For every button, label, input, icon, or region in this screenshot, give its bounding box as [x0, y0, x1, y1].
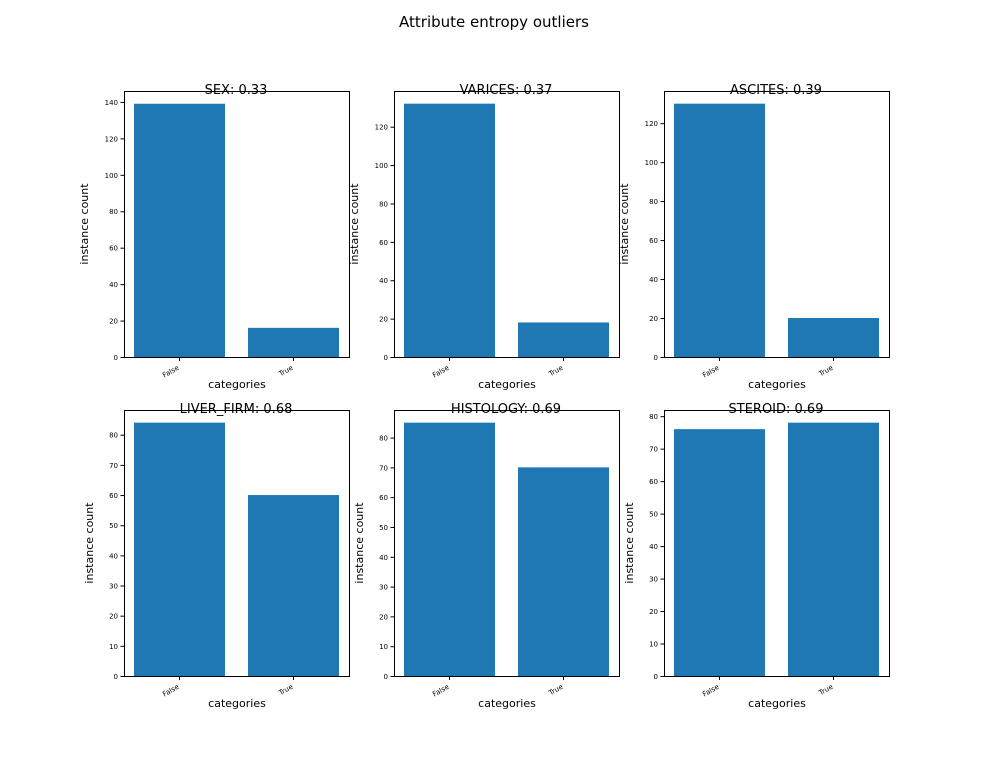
figure-title: Attribute entropy outliers — [399, 13, 589, 31]
bar-true — [518, 467, 609, 676]
axes-frame — [124, 410, 350, 677]
y-tick-label: 70 — [379, 464, 388, 472]
bar-true — [518, 322, 609, 357]
subplot-title: VARICES: 0.37 — [460, 83, 553, 98]
y-tick-label: 0 — [384, 354, 388, 362]
y-tick-label: 60 — [379, 239, 388, 247]
y-tick-label: 100 — [645, 159, 658, 167]
y-tick-label: 60 — [109, 492, 118, 500]
y-tick-label: 20 — [379, 613, 388, 621]
y-tick-label: 40 — [649, 543, 658, 551]
y-tick-label: 70 — [649, 446, 658, 454]
x-axis-label: categories — [748, 378, 806, 391]
y-tick-label: 10 — [649, 641, 658, 649]
y-tick-label: 40 — [379, 277, 388, 285]
y-tick-label: 50 — [379, 524, 388, 532]
y-tick-label: 60 — [379, 494, 388, 502]
axes-frame — [394, 91, 620, 358]
x-axis-label: categories — [478, 378, 536, 391]
y-tick-label: 50 — [109, 522, 118, 530]
y-tick-label: 20 — [109, 318, 118, 326]
y-tick-label: 20 — [379, 316, 388, 324]
y-tick-label: 60 — [649, 237, 658, 245]
bar-false — [134, 103, 225, 357]
bar-true — [248, 327, 339, 357]
y-tick-label: 80 — [109, 208, 118, 216]
bar-false — [404, 422, 495, 676]
y-axis-label: instance count — [83, 502, 96, 584]
bar-true — [248, 495, 339, 676]
y-tick-label: 100 — [105, 172, 118, 180]
y-axis-label: instance count — [623, 502, 636, 584]
y-tick-label: 140 — [105, 99, 118, 107]
y-tick-label: 0 — [654, 673, 658, 681]
axes-frame — [664, 410, 890, 677]
bar-false — [674, 103, 765, 357]
y-tick-label: 0 — [114, 673, 118, 681]
y-tick-label: 10 — [379, 643, 388, 651]
y-tick-label: 70 — [109, 462, 118, 470]
y-tick-label: 80 — [379, 435, 388, 443]
y-tick-label: 50 — [649, 511, 658, 519]
y-tick-label: 40 — [649, 276, 658, 284]
x-axis-label: categories — [478, 697, 536, 710]
y-tick-label: 60 — [649, 478, 658, 486]
y-tick-label: 20 — [649, 608, 658, 616]
y-tick-label: 10 — [109, 643, 118, 651]
y-tick-label: 20 — [649, 315, 658, 323]
y-tick-label: 80 — [649, 198, 658, 206]
y-axis-label: instance count — [618, 183, 631, 265]
bar-false — [674, 429, 765, 676]
y-tick-label: 120 — [375, 124, 388, 132]
y-tick-label: 100 — [375, 162, 388, 170]
y-tick-label: 40 — [109, 281, 118, 289]
y-tick-label: 80 — [109, 432, 118, 440]
x-axis-label: categories — [208, 697, 266, 710]
y-axis-label: instance count — [348, 183, 361, 265]
y-tick-label: 80 — [649, 413, 658, 421]
y-tick-label: 80 — [379, 200, 388, 208]
y-axis-label: instance count — [78, 183, 91, 265]
subplot-title: HISTOLOGY: 0.69 — [451, 402, 561, 417]
bar-false — [404, 103, 495, 357]
x-axis-label: categories — [748, 697, 806, 710]
bar-true — [788, 318, 879, 357]
y-tick-label: 40 — [379, 554, 388, 562]
x-axis-label: categories — [208, 378, 266, 391]
subplot-title: STEROID: 0.69 — [729, 402, 824, 417]
y-tick-label: 30 — [649, 576, 658, 584]
axes-frame — [124, 91, 350, 358]
y-tick-label: 60 — [109, 245, 118, 253]
y-tick-label: 0 — [384, 673, 388, 681]
subplot-title: SEX: 0.33 — [205, 83, 268, 98]
subplot-title: ASCITES: 0.39 — [730, 83, 822, 98]
y-tick-label: 120 — [645, 120, 658, 128]
subplot-title: LIVER_FIRM: 0.68 — [180, 402, 293, 417]
bar-false — [134, 422, 225, 676]
y-tick-label: 0 — [114, 354, 118, 362]
y-tick-label: 0 — [654, 354, 658, 362]
y-axis-label: instance count — [353, 502, 366, 584]
y-tick-label: 120 — [105, 135, 118, 143]
y-tick-label: 20 — [109, 613, 118, 621]
axes-frame — [664, 91, 890, 358]
axes-frame — [394, 410, 620, 677]
y-tick-label: 30 — [109, 583, 118, 591]
y-tick-label: 40 — [109, 552, 118, 560]
bar-true — [788, 422, 879, 676]
y-tick-label: 30 — [379, 584, 388, 592]
